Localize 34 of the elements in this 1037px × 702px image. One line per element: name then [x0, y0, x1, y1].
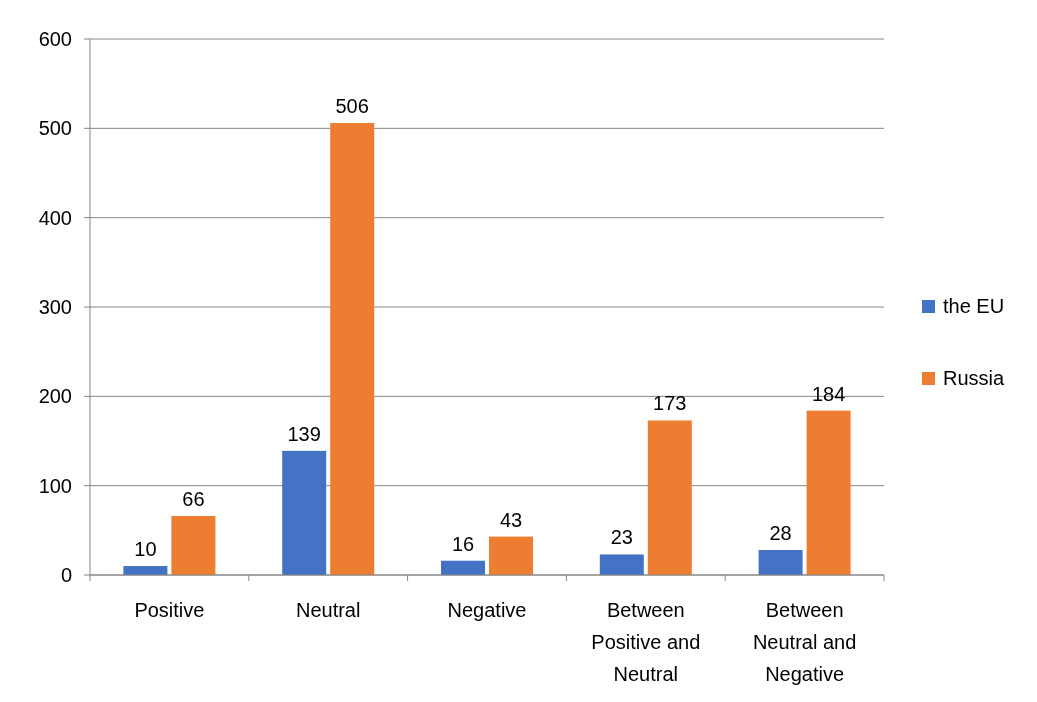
legend-label: the EU	[943, 295, 1005, 317]
x-tick-label: Between Positive and Neutral	[591, 599, 701, 685]
bar	[441, 560, 485, 575]
bar	[171, 516, 216, 575]
bar	[806, 410, 851, 575]
bar	[489, 536, 533, 575]
bar	[599, 554, 644, 575]
data-label: 173	[653, 392, 687, 415]
y-tick-label: 600	[38, 28, 72, 50]
legend-label: Russia	[943, 367, 1006, 389]
data-label: 139	[287, 422, 321, 445]
bar	[282, 450, 327, 575]
y-tick-label: 400	[38, 206, 72, 229]
bar	[123, 566, 168, 575]
data-label: 184	[811, 382, 846, 405]
data-label: 506	[335, 94, 369, 117]
y-tick-label: 500	[38, 117, 72, 140]
bar	[330, 122, 375, 575]
data-label: 28	[769, 521, 792, 544]
data-label: 16	[451, 532, 475, 555]
x-tick-label: Between Neutral and Negative	[752, 599, 857, 685]
bar	[758, 549, 803, 575]
x-tick-label: Negative	[447, 599, 527, 621]
y-tick-label: 200	[38, 385, 72, 408]
x-tick-label: Positive	[134, 599, 205, 621]
data-label: 23	[610, 526, 633, 549]
data-label: 10	[134, 538, 157, 561]
data-label: 43	[499, 508, 523, 531]
y-tick-label: 300	[38, 296, 72, 318]
y-tick-label: 0	[60, 564, 72, 586]
x-tick-label: Neutral	[295, 599, 361, 621]
y-tick-label: 100	[38, 474, 72, 497]
bar	[647, 420, 692, 575]
data-label: 66	[182, 488, 205, 511]
